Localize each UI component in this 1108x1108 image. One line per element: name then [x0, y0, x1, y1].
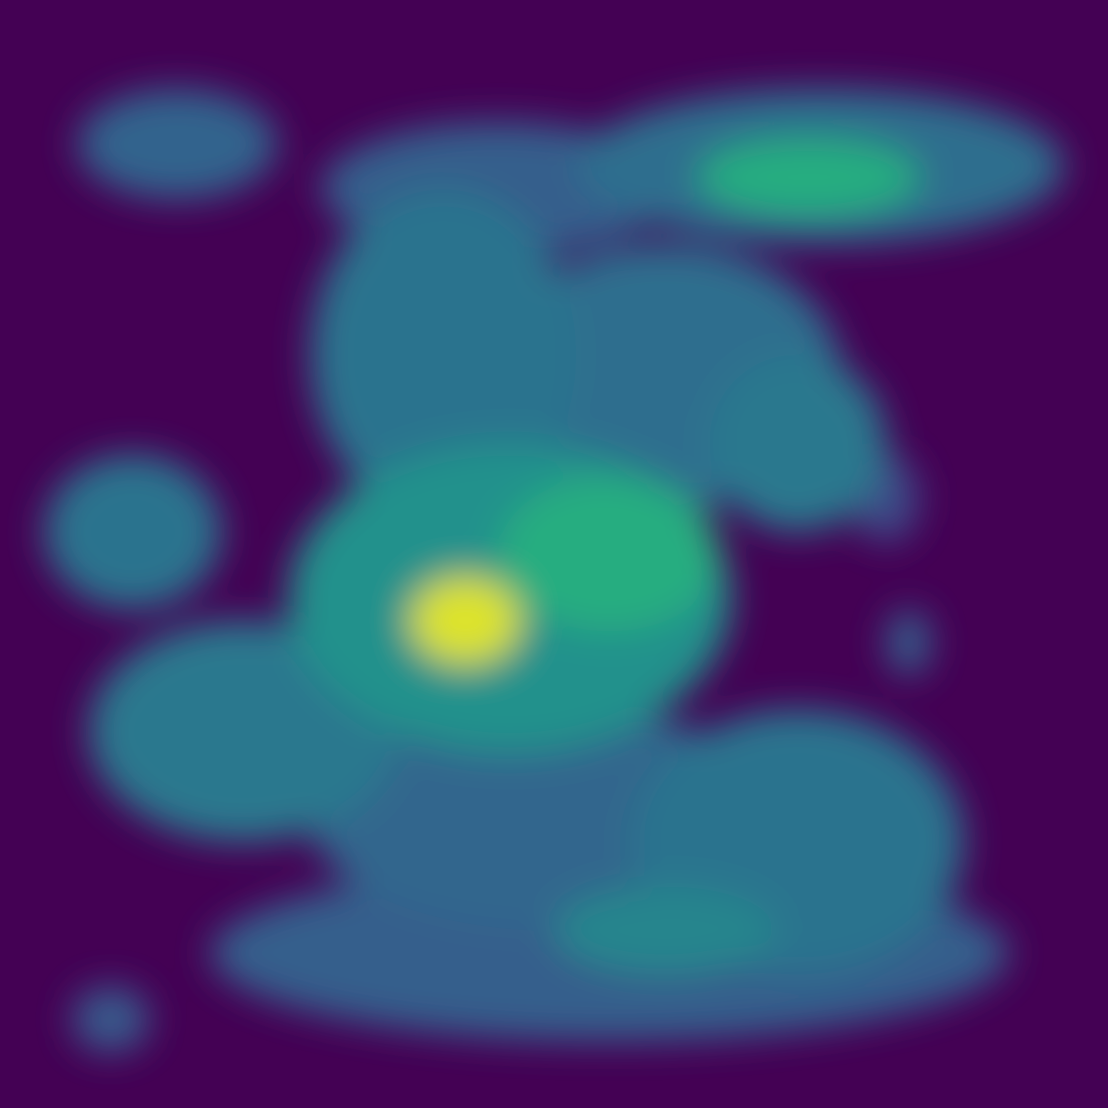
heatmap-region-upper-band-hotspot	[698, 138, 920, 217]
heatmap-region-right-lobe	[709, 354, 887, 532]
heatmap-region-central-shoulder	[498, 476, 721, 632]
heatmap-region-isolated-bottom-left-blob	[72, 986, 150, 1053]
heatmap-region-center-column	[310, 188, 577, 521]
heatmap-region-central-core	[409, 576, 521, 665]
heatmap-region-upper-left-lobe	[77, 88, 277, 200]
heatmap-region-bottom-band-spots	[554, 886, 776, 976]
heatmap-region-left-arm	[44, 454, 222, 610]
heatmap-region-isolated-right-blob	[886, 609, 931, 676]
